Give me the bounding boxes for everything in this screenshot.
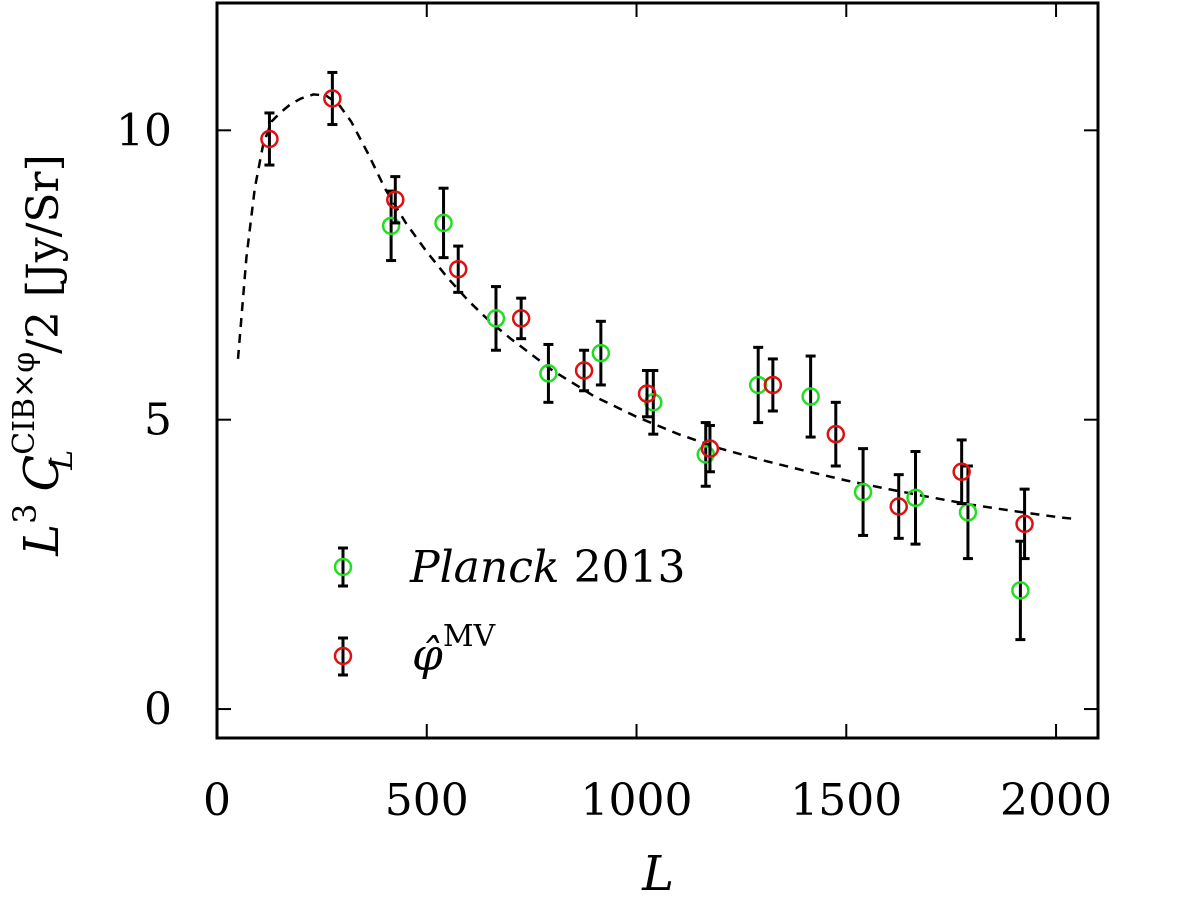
y-label-suffix: /2 [Jy/Sr] <box>18 154 69 354</box>
legend-phi-marker <box>333 646 353 666</box>
marker-phi-mv <box>889 497 908 516</box>
data-point-planck <box>591 319 611 387</box>
x-tick-label: 1000 <box>581 775 693 826</box>
marker-planck <box>486 309 506 328</box>
data-point-phi-mv <box>323 70 342 127</box>
marker-phi-mv <box>448 259 468 279</box>
model-curve-layer <box>236 93 1078 521</box>
y-label-subscript: L <box>45 450 80 471</box>
data-point-phi-mv <box>763 357 783 413</box>
legend-planck-label: Planck 2013 <box>409 542 686 593</box>
data-point-phi-mv <box>511 296 531 341</box>
x-tick-label: 2000 <box>1000 775 1112 826</box>
marker-phi-mv <box>700 439 720 458</box>
marker-phi-mv <box>574 361 594 380</box>
marker-planck <box>906 488 925 508</box>
marker-planck <box>801 387 820 406</box>
data-point-phi-mv <box>574 348 594 393</box>
marker-phi-mv <box>260 129 279 149</box>
marker-phi-mv <box>952 462 971 482</box>
data-points-layer <box>260 70 1034 642</box>
y-label-prefix: L <box>14 524 70 557</box>
model-curve-line <box>236 93 1078 521</box>
data-point-planck <box>906 450 925 546</box>
legend-phi-label: φ̂MV <box>412 619 497 681</box>
marker-phi-mv <box>826 424 846 444</box>
data-point-phi-mv <box>386 175 405 225</box>
data-point-planck <box>539 342 558 404</box>
y-tick-label: 0 <box>144 684 172 735</box>
axis-ticks-layer: 0 500 1000 1500 2000 0 5 10 <box>116 3 1112 826</box>
marker-phi-mv <box>637 384 657 403</box>
data-point-phi-mv <box>260 111 279 167</box>
data-point-phi-mv <box>448 244 468 294</box>
y-tick-label: 10 <box>116 105 172 156</box>
y-tick-label: 5 <box>144 395 172 446</box>
legend-phi-symbol: φ̂ <box>412 630 443 681</box>
data-point-phi-mv <box>826 400 846 468</box>
legend-phi-superscript: MV <box>443 619 497 654</box>
legend: Planck 2013 φ̂MV <box>333 542 686 681</box>
data-point-planck <box>381 189 401 263</box>
y-axis-label: L3CCIB×φL/2 [Jy/Sr] <box>6 154 80 557</box>
marker-planck <box>853 482 873 502</box>
legend-planck-italic: Planck <box>409 542 560 593</box>
data-point-planck <box>801 354 820 439</box>
marker-phi-mv <box>763 375 783 395</box>
marker-planck <box>539 364 558 383</box>
data-point-phi-mv <box>1015 487 1034 561</box>
y-label-symbol: C <box>14 455 70 492</box>
marker-planck <box>958 503 978 522</box>
data-point-phi-mv <box>637 369 657 419</box>
x-tick-label: 500 <box>385 775 469 826</box>
plot-frame <box>215 1 1100 740</box>
marker-planck <box>381 216 401 236</box>
x-tick-label: 0 <box>203 775 231 826</box>
x-tick-label: 1500 <box>790 775 902 826</box>
y-label-superscript: CIB×φ <box>7 352 42 455</box>
data-point-planck <box>748 345 768 425</box>
legend-entry-planck: Planck 2013 <box>333 542 686 593</box>
marker-planck <box>1011 581 1030 600</box>
legend-entry-phi-mv: φ̂MV <box>333 619 497 681</box>
marker-phi-mv <box>323 89 342 108</box>
legend-planck-year: 2013 <box>574 542 686 593</box>
marker-phi-mv <box>386 190 405 210</box>
marker-planck <box>434 213 453 233</box>
data-point-phi-mv <box>700 423 720 474</box>
data-point-planck <box>853 447 873 537</box>
x-axis-label: L <box>641 846 674 897</box>
data-point-phi-mv <box>889 473 908 540</box>
legend-planck-marker <box>333 557 353 577</box>
marker-phi-mv <box>511 309 531 328</box>
marker-planck <box>748 375 768 395</box>
marker-phi-mv <box>1015 514 1034 534</box>
marker-planck <box>591 343 611 363</box>
data-point-planck <box>486 285 506 352</box>
data-point-phi-mv <box>952 438 971 506</box>
data-point-planck <box>434 186 453 260</box>
y-label-power: 3 <box>6 504 44 524</box>
